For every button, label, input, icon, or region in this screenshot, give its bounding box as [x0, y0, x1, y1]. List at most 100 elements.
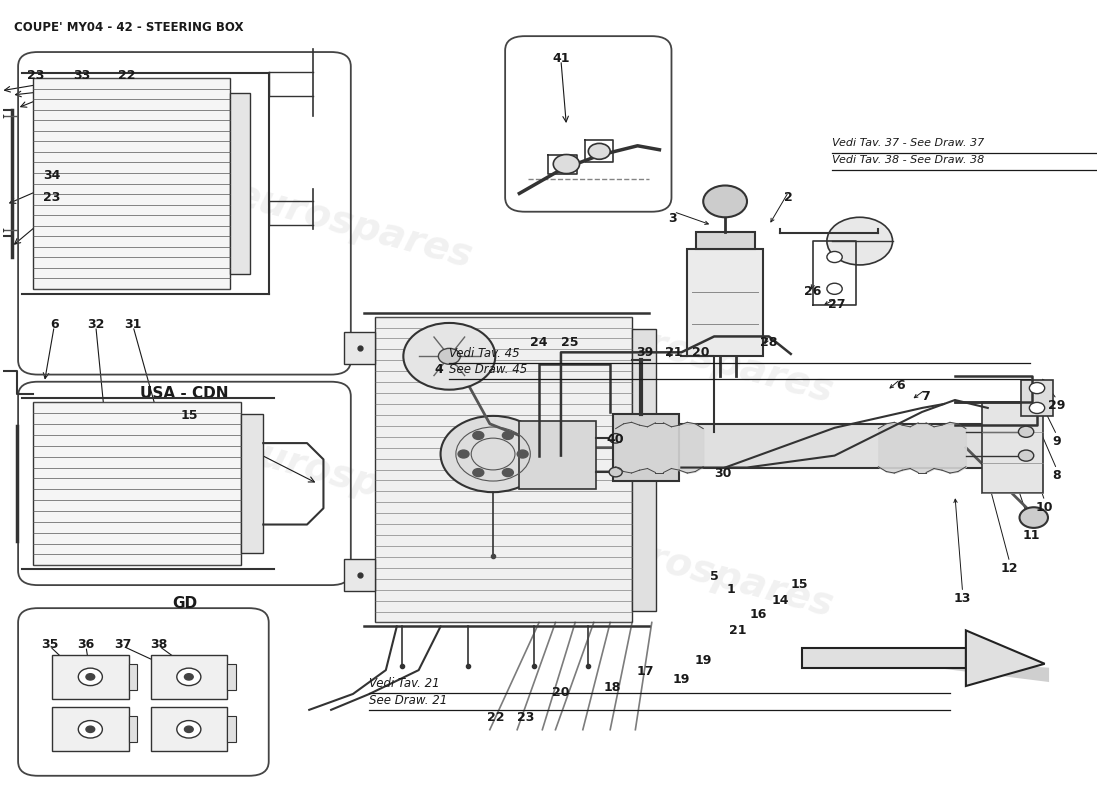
Text: 21: 21 — [664, 346, 682, 359]
Text: 41: 41 — [552, 52, 570, 65]
Text: 32: 32 — [87, 318, 104, 331]
Text: 9: 9 — [1053, 435, 1062, 448]
Bar — [52, 707, 129, 751]
Text: 27: 27 — [828, 298, 846, 311]
Text: eurospares: eurospares — [591, 310, 838, 410]
Text: 33: 33 — [73, 70, 90, 82]
Circle shape — [78, 668, 102, 686]
Text: 23: 23 — [517, 711, 535, 724]
Bar — [632, 329, 657, 610]
Text: 2: 2 — [784, 191, 793, 204]
Text: 19: 19 — [672, 673, 690, 686]
Text: Vedi Tav. 45: Vedi Tav. 45 — [449, 347, 520, 361]
Circle shape — [439, 348, 460, 364]
Circle shape — [78, 721, 102, 738]
Circle shape — [1030, 382, 1045, 394]
Text: 23: 23 — [43, 191, 60, 204]
Circle shape — [458, 450, 469, 458]
Circle shape — [1020, 507, 1048, 528]
Text: Vedi Tav. 37 - See Draw. 37: Vedi Tav. 37 - See Draw. 37 — [833, 138, 984, 148]
Bar — [52, 655, 129, 698]
Text: 30: 30 — [714, 466, 732, 479]
Text: 26: 26 — [804, 286, 822, 298]
Text: 8: 8 — [1053, 469, 1062, 482]
Polygon shape — [802, 648, 966, 668]
Bar — [375, 317, 632, 622]
Text: 19: 19 — [694, 654, 712, 667]
Bar — [230, 93, 250, 274]
Circle shape — [185, 726, 194, 733]
Text: eurospares: eurospares — [591, 525, 838, 625]
Text: 15: 15 — [180, 410, 198, 422]
Text: USA - CDN: USA - CDN — [140, 386, 229, 401]
Text: 29: 29 — [1048, 399, 1066, 412]
Text: 6: 6 — [50, 318, 58, 331]
Text: 10: 10 — [1036, 501, 1054, 514]
Bar — [33, 402, 241, 566]
Circle shape — [441, 416, 546, 492]
Text: 14: 14 — [771, 594, 789, 606]
Circle shape — [86, 674, 95, 680]
Text: 12: 12 — [1001, 562, 1019, 575]
Circle shape — [609, 434, 623, 443]
Text: Vedi Tav. 21: Vedi Tav. 21 — [370, 677, 440, 690]
Polygon shape — [808, 652, 1049, 682]
Circle shape — [473, 469, 484, 477]
Text: See Draw. 21: See Draw. 21 — [370, 694, 448, 707]
Text: 20: 20 — [692, 346, 710, 359]
Circle shape — [177, 721, 201, 738]
Text: 7: 7 — [921, 390, 929, 402]
Text: 3: 3 — [669, 212, 676, 226]
Circle shape — [177, 668, 201, 686]
Bar — [129, 664, 138, 690]
Circle shape — [588, 143, 610, 159]
Text: 37: 37 — [114, 638, 132, 651]
Bar — [1021, 380, 1054, 416]
Circle shape — [404, 323, 495, 390]
Text: 5: 5 — [710, 570, 718, 583]
Bar — [616, 424, 1010, 467]
Bar — [33, 78, 230, 289]
Circle shape — [1030, 402, 1045, 414]
Text: 22: 22 — [486, 711, 504, 724]
Polygon shape — [966, 630, 1045, 686]
Circle shape — [503, 431, 514, 439]
Text: 28: 28 — [760, 335, 778, 349]
Text: 34: 34 — [43, 170, 60, 182]
Text: 38: 38 — [151, 638, 168, 651]
Bar — [129, 716, 138, 742]
Text: 22: 22 — [118, 70, 135, 82]
Text: 40: 40 — [607, 434, 625, 446]
Circle shape — [185, 674, 194, 680]
Bar — [686, 249, 763, 356]
Text: 31: 31 — [124, 318, 142, 331]
Text: 18: 18 — [604, 681, 622, 694]
Text: eurospares: eurospares — [230, 430, 476, 530]
Text: 23: 23 — [26, 70, 44, 82]
Text: 6: 6 — [895, 379, 904, 392]
Bar — [227, 716, 235, 742]
Text: eurospares: eurospares — [230, 175, 476, 275]
Text: 1: 1 — [726, 582, 735, 595]
Text: 36: 36 — [77, 638, 95, 651]
Circle shape — [86, 726, 95, 733]
Text: 15: 15 — [791, 578, 808, 591]
Circle shape — [1019, 450, 1034, 461]
Bar — [227, 664, 235, 690]
Bar — [344, 559, 375, 590]
Text: 16: 16 — [749, 608, 767, 621]
Text: 11: 11 — [1023, 529, 1041, 542]
Text: 39: 39 — [637, 346, 653, 359]
Bar — [695, 231, 755, 249]
Text: 21: 21 — [729, 624, 747, 637]
Bar — [614, 414, 679, 481]
Text: 17: 17 — [637, 666, 654, 678]
Text: 35: 35 — [41, 638, 58, 651]
Bar — [982, 402, 1043, 494]
Circle shape — [609, 467, 623, 477]
Text: COUPE' MY04 - 42 - STEERING BOX: COUPE' MY04 - 42 - STEERING BOX — [13, 21, 243, 34]
Circle shape — [473, 431, 484, 439]
Circle shape — [827, 218, 892, 265]
Bar — [151, 707, 227, 751]
Circle shape — [703, 186, 747, 218]
